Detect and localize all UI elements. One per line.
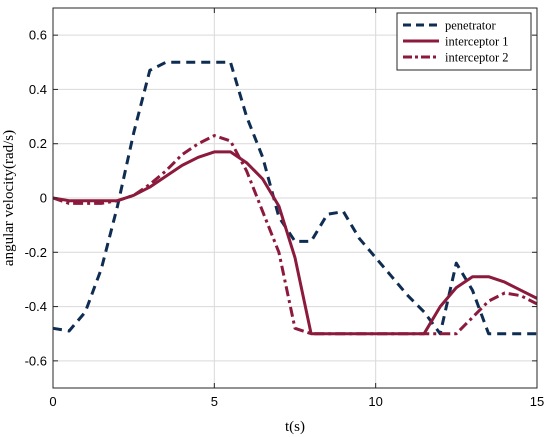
x-tick-label: 15 bbox=[530, 394, 544, 409]
legend-label-2: interceptor 1 bbox=[445, 35, 509, 49]
series-line-1 bbox=[52, 60, 537, 336]
y-tick-label: -0.6 bbox=[25, 353, 47, 368]
x-tick-label: 5 bbox=[211, 394, 218, 409]
ticks: 0 5 10 15 0.6 0.4 0.2 0 -0.2 -0.4 -0.6 bbox=[25, 8, 544, 409]
x-tick-label: 10 bbox=[368, 394, 382, 409]
x-axis-label: t(s) bbox=[285, 419, 305, 435]
y-tick-label: -0.4 bbox=[25, 299, 47, 314]
plot-area bbox=[52, 60, 538, 336]
legend-label-3: interceptor 2 bbox=[445, 51, 509, 65]
legend-label-1: penetrator bbox=[445, 19, 497, 33]
series-line-3 bbox=[52, 134, 538, 336]
series-line-2 bbox=[52, 150, 538, 336]
y-tick-label: -0.2 bbox=[25, 245, 47, 260]
y-tick-label: 0.6 bbox=[29, 28, 47, 43]
y-tick-label: 0 bbox=[40, 191, 47, 206]
grid bbox=[53, 8, 537, 388]
y-tick-label: 0.4 bbox=[29, 82, 47, 97]
y-tick-label: 0.2 bbox=[29, 136, 47, 151]
legend: penetrator interceptor 1 interceptor 2 bbox=[396, 12, 532, 71]
x-tick-label: 0 bbox=[49, 394, 56, 409]
y-axis-label: angular velocity(rad/s) bbox=[1, 130, 17, 266]
